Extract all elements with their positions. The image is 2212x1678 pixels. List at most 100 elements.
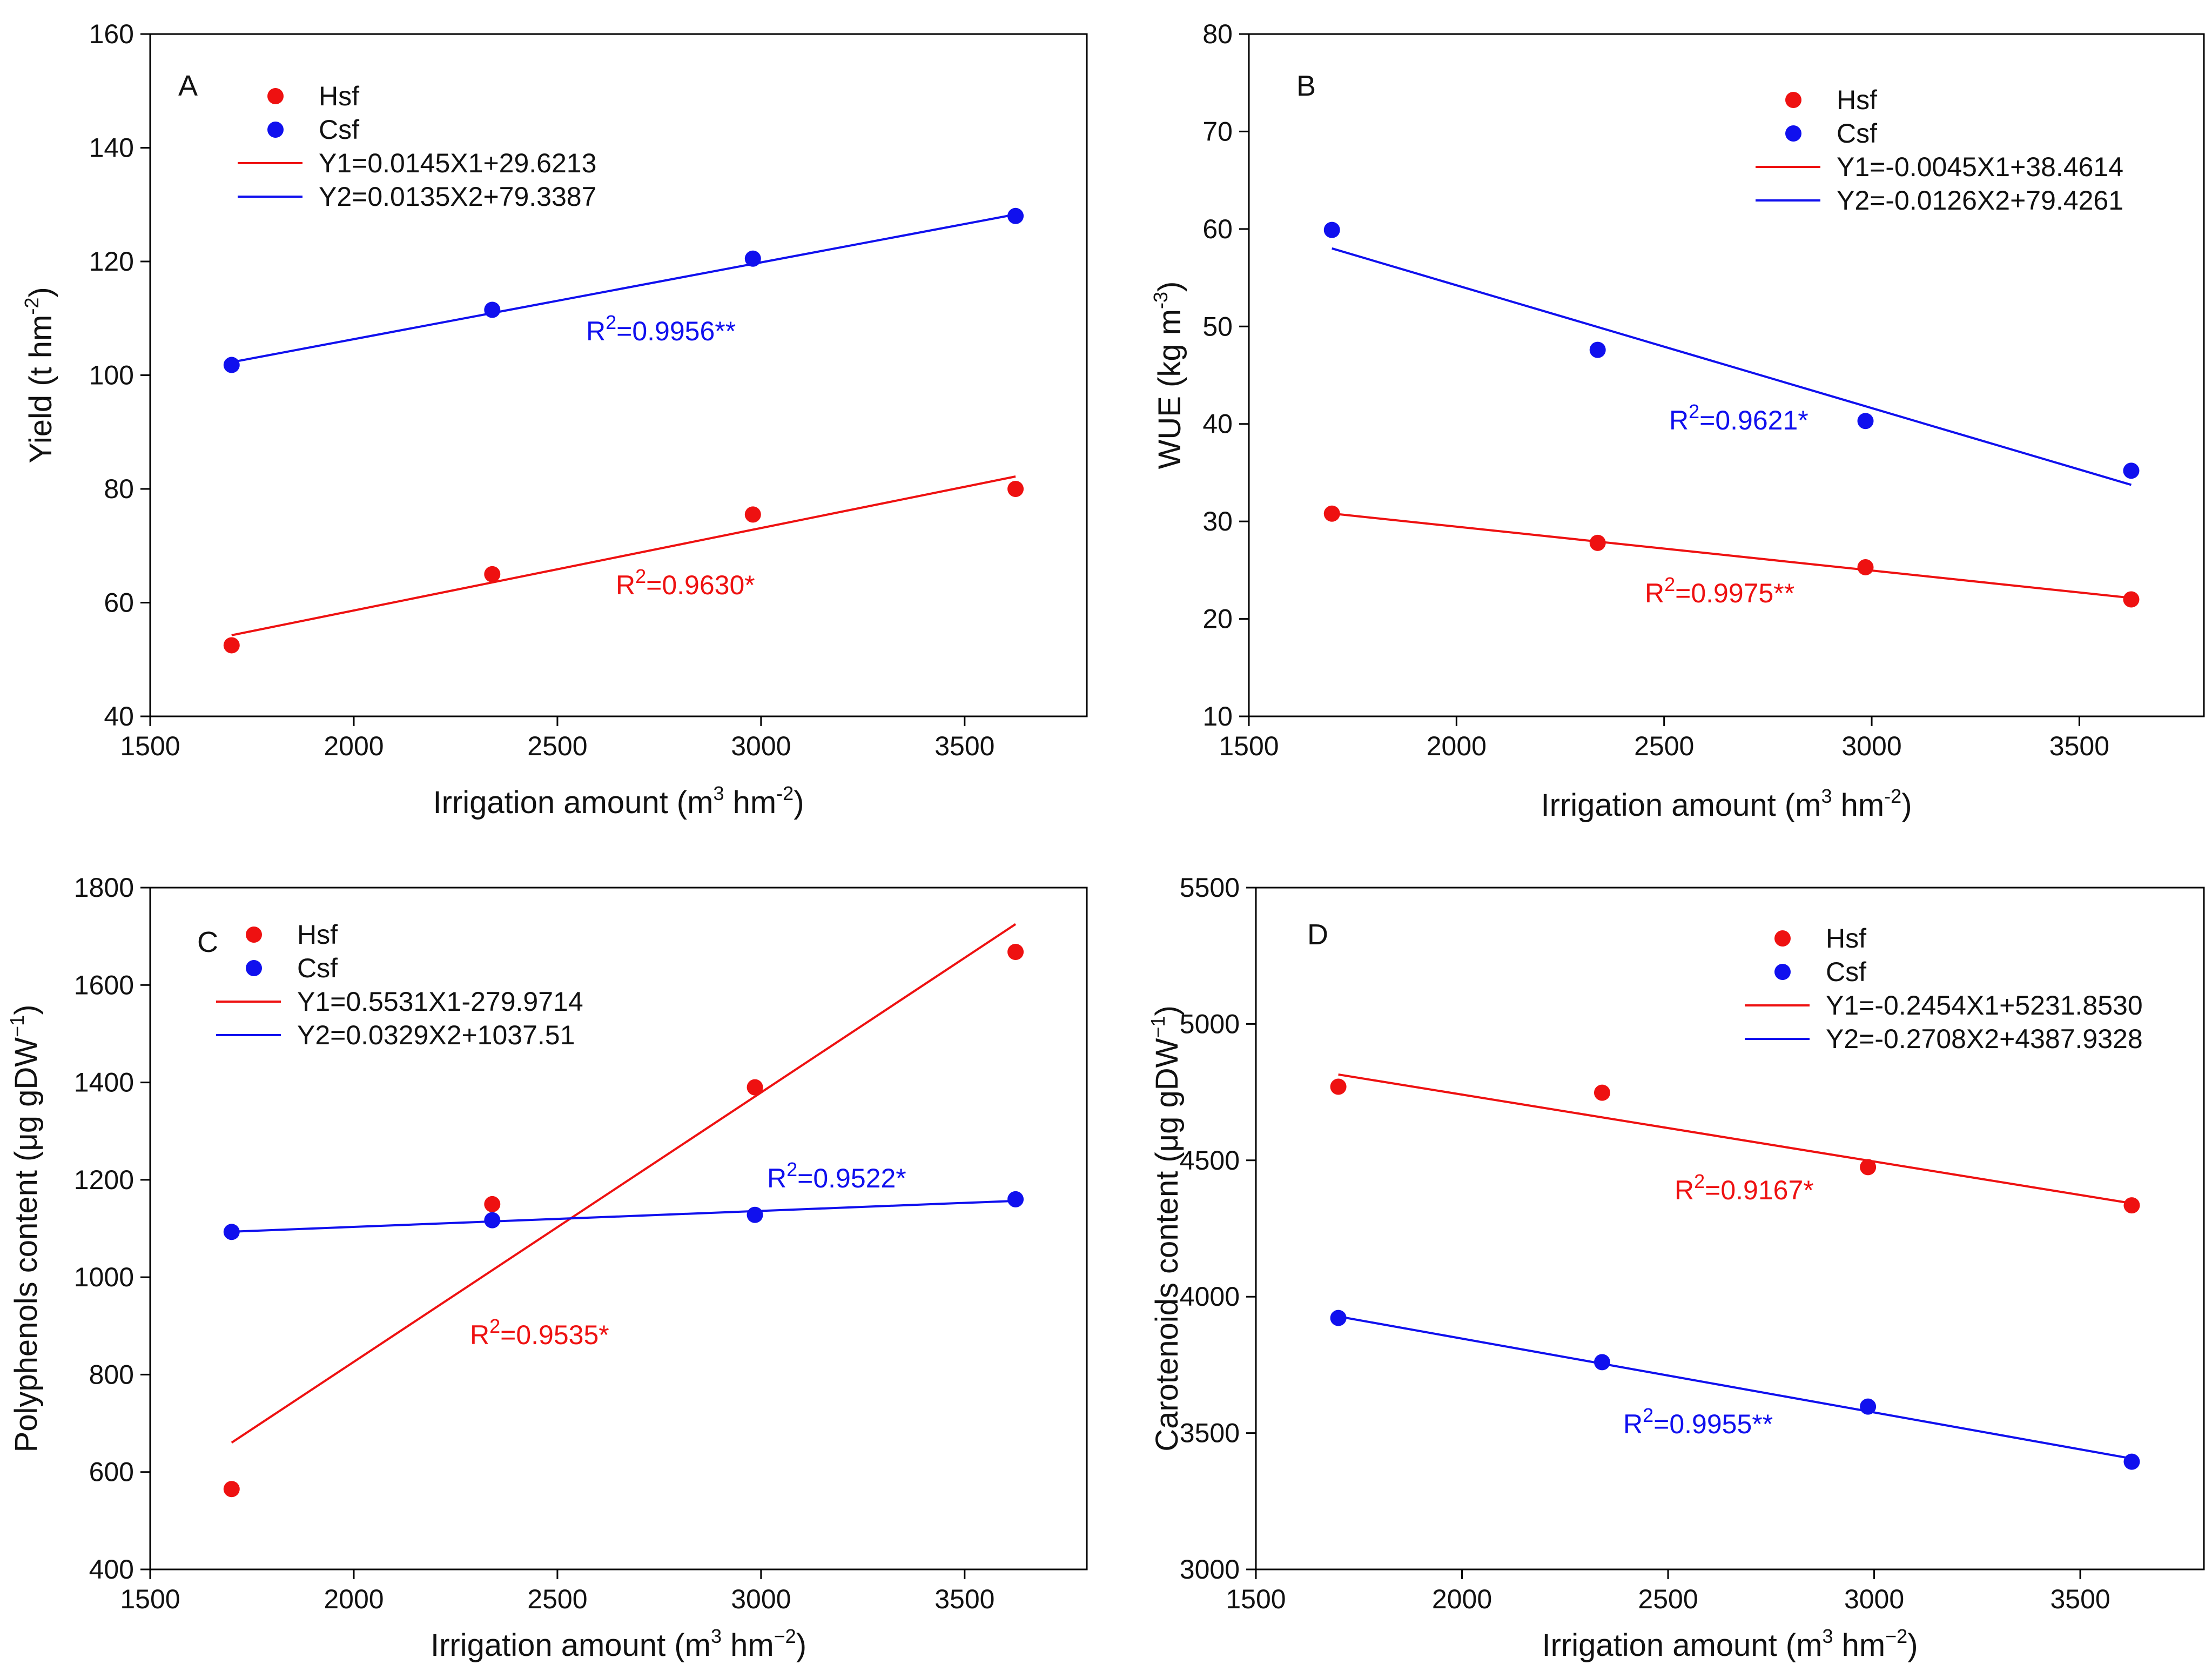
x-tick-label: 1500 [1219,731,1279,761]
x-tick-label: 3500 [934,1584,994,1614]
y-tick-label: 1000 [74,1262,134,1292]
legend-label-csf: Csf [297,953,338,983]
r2-annotation-hsf: R2=0.9167* [1675,1170,1814,1205]
x-tick-label: 3500 [934,731,994,761]
r2-annotation-hsf: R2=0.9535* [470,1315,609,1350]
data-point-hsf [484,566,501,582]
series-csf [223,207,1024,373]
legend-label-hsf: Hsf [1837,85,1877,115]
data-point-csf [484,301,501,318]
y-tick-label: 80 [1202,19,1233,49]
y-tick-label: 120 [89,246,134,277]
data-point-hsf [1007,943,1024,960]
y-tick-label: 60 [104,588,134,618]
legend-marker-hsf [267,88,284,104]
legend: Hsf Csf Y1=-0.0045X1+38.4614 Y2=-0.0126X… [1756,85,2123,216]
fit-line-hsf [231,475,1016,636]
y-tick-label: 40 [104,701,134,731]
panel-label: A [178,70,198,102]
x-tick-label: 2500 [1634,731,1694,761]
series-hsf [223,943,1024,1498]
data-point-hsf [2123,591,2140,608]
legend-marker-csf [1785,125,1801,142]
y-tick-label: 600 [89,1457,134,1487]
fit-line-csf [1338,1315,2132,1460]
x-axis-label: Irrigation amount (m3 hm−2) [431,1625,806,1663]
y-tick-label: 70 [1202,116,1233,146]
fit-line-csf [1332,247,2132,486]
panel-label: C [197,926,218,958]
fit-line-hsf [1338,1073,2132,1205]
series-hsf [1323,505,2140,608]
data-point-hsf [223,1481,240,1498]
legend-label-hsf: Hsf [297,919,338,950]
x-tick-label: 2500 [527,731,587,761]
plot-frame [149,887,1088,1570]
x-axis-label: Irrigation amount (m3 hm-2) [1541,785,1912,823]
data-point-hsf [1860,1159,1877,1176]
fit-line-hsf [231,923,1017,1444]
plot-frame [1255,887,2205,1570]
x-axis-label: Irrigation amount (m3 hm-2) [433,782,804,820]
legend-marker-csf [267,122,284,138]
panel-a: 1500 2000 2500 3000 3500 40 60 80 100 120 140 160 A… [21,19,1088,820]
data-point-hsf [2123,1197,2140,1214]
y-tick-label: 60 [1202,214,1233,244]
y-tick-label: 1400 [74,1068,134,1098]
panel-label: D [1307,918,1328,951]
legend-label-equation-y1: Y1=-0.0045X1+38.4614 [1837,152,2123,182]
legend-label-hsf: Hsf [319,81,359,111]
y-tick-label: 80 [104,474,134,504]
x-tick-label: 3000 [1841,731,1901,761]
data-point-hsf [1594,1084,1610,1101]
y-tick-label: 50 [1202,311,1233,341]
x-tick-label: 3500 [2050,1584,2110,1614]
x-tick-label: 3000 [731,731,791,761]
legend: Hsf Csf Y1=0.0145X1+29.6213 Y2=0.0135X2+… [238,81,596,212]
data-point-csf [1007,1191,1024,1207]
panel-b: 1500 2000 2500 3000 3500 10 20 30 40 50 60 70 80 B H… [1149,19,2205,823]
fit-line-csf [231,1199,1016,1233]
data-point-csf [2123,462,2140,479]
data-point-csf [744,250,761,267]
data-point-hsf [747,1079,763,1096]
legend-label-equation-y2: Y2=0.0329X2+1037.51 [297,1020,575,1050]
y-axis-label: Carotenoids content (μg gDW−1) [1147,1005,1185,1452]
data-point-csf [1323,222,1340,238]
series-csf [1323,222,2140,479]
legend-marker-hsf [246,927,262,943]
series-csf [223,1191,1024,1240]
legend-label-equation-y2: Y2=0.0135X2+79.3387 [319,182,596,212]
y-tick-label: 1600 [74,970,134,1000]
x-tick-label: 2500 [1638,1584,1698,1614]
data-point-csf [484,1212,501,1229]
series-hsf [1330,1078,2140,1214]
y-axis-label: Polyphenols content (μg gDW−1) [6,1005,44,1453]
data-point-hsf [223,637,240,654]
y-tick-label: 20 [1202,604,1233,634]
legend-label-csf: Csf [1837,118,1877,149]
series-csf [1330,1310,2140,1470]
data-point-csf [1589,341,1606,358]
x-tick-label: 2000 [324,731,384,761]
legend-label-csf: Csf [319,115,359,145]
y-tick-label: 5000 [1180,1009,1240,1039]
x-tick-label: 1500 [1226,1584,1286,1614]
data-point-csf [1857,413,1874,429]
y-tick-label: 5500 [1180,872,1240,903]
legend-label-equation-y2: Y2=-0.2708X2+4387.9328 [1826,1024,2143,1054]
y-tick-label: 140 [89,133,134,163]
legend: Hsf Csf Y1=-0.2454X1+5231.8530 Y2=-0.270… [1745,923,2143,1054]
panel-d: 1500 2000 2500 3000 3500 3000 3500 4000 4500 5000… [1147,872,2205,1663]
y-axis-label: Yield (t hm-2) [21,287,58,463]
data-point-csf [1330,1310,1347,1326]
series-hsf [223,481,1024,654]
legend-label-equation-y1: Y1=0.0145X1+29.6213 [319,148,596,178]
y-tick-label: 30 [1202,506,1233,536]
y-tick-label: 1200 [74,1165,134,1195]
data-point-hsf [1007,481,1024,497]
legend-marker-csf [1774,964,1791,980]
x-tick-label: 3000 [731,1584,791,1614]
r2-annotation-csf: R2=0.9522* [767,1158,906,1193]
